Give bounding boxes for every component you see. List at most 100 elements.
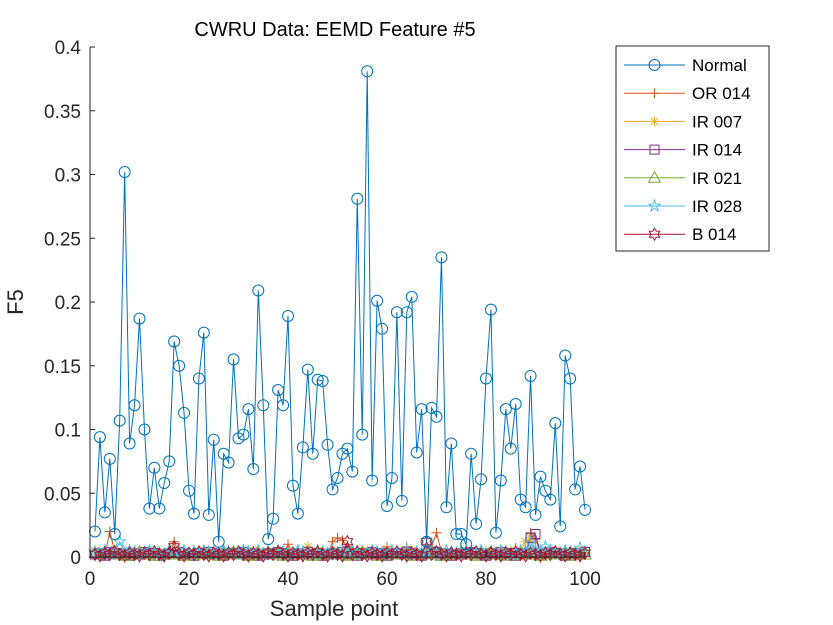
- data-point-or-014: [332, 532, 343, 543]
- data-point-normal: [341, 442, 354, 455]
- data-point-normal: [331, 471, 344, 484]
- data-point-b-014: [405, 546, 418, 561]
- y-tick-label: 0.25: [44, 229, 81, 250]
- data-point-normal: [509, 398, 522, 410]
- data-point-or-014: [431, 527, 442, 538]
- data-point-normal: [286, 479, 299, 492]
- legend-label-b-014: B 014: [692, 225, 736, 244]
- data-point-normal: [108, 528, 121, 541]
- data-point-b-014: [484, 546, 498, 561]
- data-point-normal: [529, 508, 542, 521]
- data-point-normal: [257, 399, 270, 412]
- chart-title: CWRU Data: EEMD Feature #5: [194, 19, 475, 41]
- legend: Normal OR 014 IR 007 IR 014 IR 021 IR 028 B 01…: [615, 45, 770, 252]
- data-point-normal: [356, 428, 369, 441]
- data-point-ir-028: [523, 535, 538, 550]
- data-point-b-014: [247, 546, 260, 561]
- data-point-normal: [455, 528, 468, 541]
- data-point-normal: [168, 335, 181, 348]
- data-point-normal: [405, 290, 418, 303]
- y-tick-label: 0.35: [44, 102, 81, 123]
- legend-marker-ir-014: [649, 144, 660, 155]
- data-point-normal: [499, 403, 512, 416]
- data-point-normal: [163, 455, 176, 468]
- data-point-normal: [98, 506, 111, 519]
- data-point-normal: [450, 528, 463, 541]
- data-point-normal: [311, 373, 324, 386]
- legend-entry-normal: Normal: [624, 56, 747, 75]
- data-point-b-014: [564, 546, 577, 561]
- data-point-normal: [192, 372, 205, 385]
- data-point-normal: [262, 533, 275, 546]
- x-tick-label: 60: [376, 569, 397, 590]
- data-point-normal: [237, 428, 250, 441]
- y-tick-label: 0.3: [55, 166, 81, 187]
- data-point-normal: [494, 474, 507, 487]
- data-point-normal: [138, 423, 151, 436]
- data-point-normal: [93, 431, 106, 444]
- data-point-normal: [158, 477, 171, 490]
- data-point-normal: [484, 303, 497, 316]
- data-point-normal: [564, 372, 577, 385]
- data-point-normal: [267, 512, 280, 525]
- data-point-normal: [376, 322, 389, 335]
- data-point-normal: [301, 363, 314, 376]
- legend-entry-ir-014: IR 014: [624, 141, 742, 160]
- legend-entry-b-014: B 014: [624, 225, 736, 244]
- data-point-b-014: [366, 546, 379, 561]
- x-tick-label: 80: [475, 569, 496, 590]
- plot-area: 0 20 40 60 80 100 0 0.05 0.1 0.15 0.2 0.25 0.3 0.35 0.…: [44, 38, 601, 590]
- data-point-normal: [282, 310, 294, 323]
- legend-entry-or-014: OR 014: [624, 84, 751, 103]
- data-point-normal: [554, 520, 567, 533]
- data-point-b-014: [410, 547, 423, 562]
- data-point-normal: [574, 460, 587, 473]
- data-point-normal: [291, 507, 304, 520]
- data-point-normal: [242, 403, 255, 416]
- data-point-normal: [326, 483, 339, 496]
- data-point-normal: [217, 447, 230, 460]
- data-point-b-014: [524, 546, 537, 561]
- data-point-normal: [465, 447, 478, 460]
- y-axis-title: F5: [3, 289, 28, 315]
- legend-label-ir-007: IR 007: [692, 112, 742, 131]
- data-point-normal: [480, 372, 492, 385]
- data-point-normal: [272, 383, 285, 396]
- data-point-normal: [173, 359, 186, 372]
- data-point-normal: [420, 535, 433, 548]
- legend-marker-normal: [648, 59, 661, 71]
- data-point-normal: [148, 461, 161, 474]
- data-point-b-014: [158, 548, 171, 563]
- x-axis-title: Sample point: [270, 596, 398, 621]
- legend-entry-ir-021: IR 021: [624, 169, 742, 188]
- data-point-b-014: [286, 546, 300, 561]
- data-point-normal: [366, 474, 379, 487]
- data-point-normal: [128, 399, 141, 412]
- data-point-normal: [123, 437, 136, 450]
- legend-label-ir-021: IR 021: [692, 169, 742, 188]
- data-point-normal: [395, 494, 408, 507]
- axes-background: [90, 47, 585, 557]
- x-tick-label: 0: [85, 569, 96, 590]
- data-point-normal: [400, 306, 413, 319]
- data-point-normal: [252, 284, 265, 297]
- y-tick-label: 0.4: [55, 38, 82, 59]
- data-point-normal: [202, 508, 215, 521]
- data-point-normal: [143, 502, 156, 515]
- data-point-normal: [489, 526, 502, 539]
- legend-label-or-014: OR 014: [692, 84, 751, 103]
- data-point-normal: [549, 417, 562, 430]
- data-point-normal: [153, 502, 166, 515]
- ticks-layer: 0 20 40 60 80 100 0 0.05 0.1 0.15 0.2 0.25 0.3 0.35 0.…: [44, 38, 601, 590]
- data-point-normal: [296, 441, 309, 454]
- legend-entry-ir-007: IR 007: [624, 112, 742, 131]
- data-point-normal: [197, 326, 210, 339]
- data-point-normal: [227, 353, 240, 366]
- legend-entry-ir-028: IR 028: [624, 197, 742, 216]
- data-point-normal: [178, 406, 191, 419]
- data-point-normal: [559, 349, 572, 362]
- data-point-normal: [569, 483, 582, 496]
- y-tick-label: 0.15: [44, 357, 81, 378]
- data-point-normal: [430, 410, 443, 423]
- data-point-normal: [277, 399, 290, 412]
